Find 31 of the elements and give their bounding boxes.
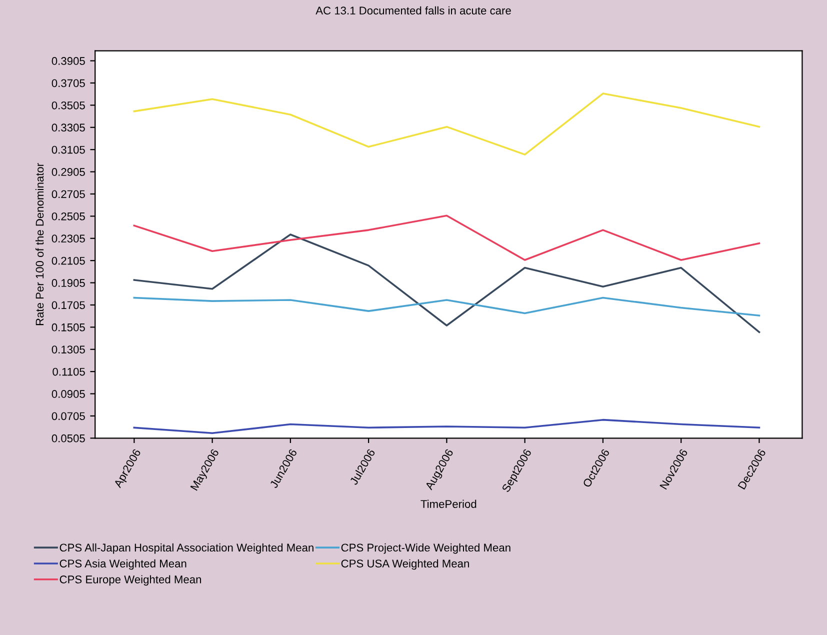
y-tick-label: 0.2505 bbox=[52, 212, 85, 220]
y-tick-label: 0.0705 bbox=[52, 412, 85, 420]
legend-label: CPS All-Japan Hospital Association Weighted Mean bbox=[60, 543, 314, 554]
y-tick-label: 0.2905 bbox=[52, 168, 85, 176]
y-tick-label: 0.2105 bbox=[52, 256, 85, 265]
y-tick-label: 0.3305 bbox=[52, 124, 85, 132]
y-tick-label: 0.1505 bbox=[52, 323, 85, 332]
line-series bbox=[133, 234, 760, 334]
legend-label: CPS Europe Weighted Mean bbox=[60, 575, 202, 586]
y-tick-label: 0.3705 bbox=[52, 79, 85, 88]
legend-label: CPS USA Weighted Mean bbox=[341, 559, 469, 570]
y-tick-label: 0.3905 bbox=[52, 57, 85, 65]
y-tick-label: 0.2305 bbox=[52, 234, 85, 243]
y-tick-label: 0.0905 bbox=[52, 390, 85, 398]
legend-label: CPS Project-Wide Weighted Mean bbox=[341, 543, 510, 554]
y-tick-label: 0.1705 bbox=[52, 301, 85, 310]
line-series bbox=[133, 92, 760, 156]
line-series bbox=[133, 418, 760, 434]
x-axis-title: TimePeriod bbox=[420, 500, 476, 508]
y-axis-title: Rate Per 100 of the Denominator bbox=[35, 163, 44, 326]
y-tick-label: 0.0505 bbox=[52, 434, 85, 442]
legend-label: CPS Asia Weighted Mean bbox=[60, 559, 186, 570]
y-tick-label: 0.1305 bbox=[52, 346, 85, 354]
chart-title: AC 13.1 Documented falls in acute care bbox=[316, 6, 511, 15]
y-tick-label: 0.1905 bbox=[52, 279, 85, 287]
y-tick-label: 0.3505 bbox=[52, 101, 85, 110]
y-tick-label: 0.3105 bbox=[52, 146, 85, 154]
y-tick-label: 0.2705 bbox=[52, 190, 85, 198]
line-series bbox=[133, 296, 760, 316]
y-tick-label: 0.1105 bbox=[52, 368, 85, 376]
line-series bbox=[133, 214, 760, 261]
